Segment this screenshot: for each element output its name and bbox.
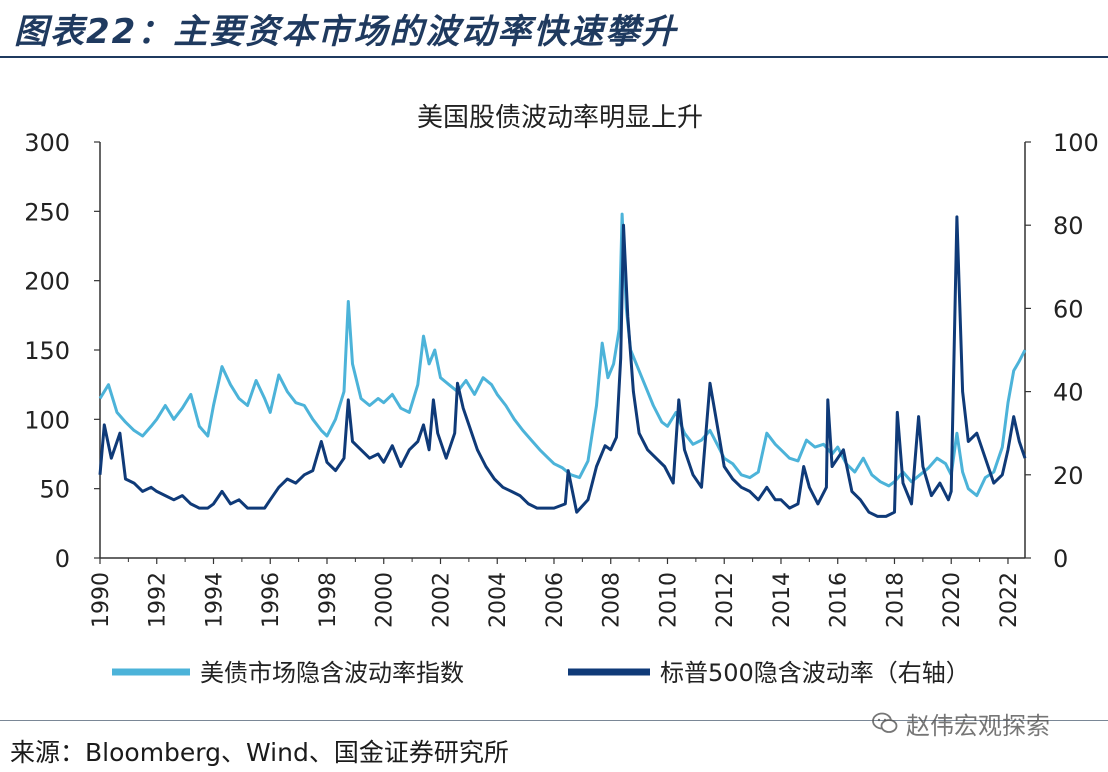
x-tick-label: 2018 <box>883 572 908 628</box>
series-treasury-vol-line <box>100 214 1025 496</box>
y-left-tick-label: 150 <box>24 337 70 365</box>
y-right-tick-label: 40 <box>1053 379 1084 407</box>
x-tick-label: 2006 <box>543 572 568 628</box>
series-line <box>100 217 1025 517</box>
x-tick-label: 2012 <box>713 572 738 628</box>
x-tick-label: 2014 <box>770 572 795 628</box>
x-tick-label: 1994 <box>202 572 227 628</box>
x-tick-label: 2004 <box>486 572 511 628</box>
y-left-tick-label: 100 <box>24 406 70 434</box>
legend-label-treasury: 美债市场隐含波动率指数 <box>200 659 464 687</box>
x-tick-label: 2002 <box>429 572 454 628</box>
source-note: 来源：Bloomberg、Wind、国金证券研究所 <box>10 733 509 769</box>
x-tick-label: 2022 <box>997 572 1022 628</box>
x-tick-label: 1990 <box>89 572 114 628</box>
x-tick-label: 2016 <box>827 572 852 628</box>
chart-title: 美国股债波动率明显上升 <box>417 103 703 133</box>
x-tick-label: 2020 <box>940 572 965 628</box>
figure-header: 图表22：主要资本市场的波动率快速攀升 <box>0 0 1108 56</box>
y-right-tick-label: 100 <box>1053 129 1099 157</box>
chart-axes: 0 50 100 150 200 250 300 0 20 40 60 80 100 1990 1992 19… <box>24 129 1099 628</box>
y-left-tick-label: 50 <box>39 476 70 504</box>
y-right-tick-label: 60 <box>1053 295 1084 323</box>
x-tick-label: 1998 <box>316 572 341 628</box>
wechat-icon <box>872 712 898 734</box>
y-left-tick-label: 200 <box>24 268 70 296</box>
y-left-tick-label: 300 <box>24 129 70 157</box>
y-left-tick-label: 0 <box>55 545 70 573</box>
y-right-tick-label: 0 <box>1053 545 1068 573</box>
x-tick-label: 2000 <box>373 572 398 628</box>
x-tick-label: 1996 <box>259 572 284 628</box>
x-tick-label: 1992 <box>146 572 171 628</box>
watermark: 赵伟宏观探索 <box>872 708 1050 738</box>
volatility-line-chart: 美国股债波动率明显上升 0 50 100 150 200 250 300 0 20 40 60 80 1… <box>0 58 1108 708</box>
x-tick-label: 2010 <box>656 572 681 628</box>
series-line <box>100 214 1025 496</box>
y-left-tick-label: 250 <box>24 198 70 226</box>
y-right-tick-label: 80 <box>1053 212 1084 240</box>
figure-title: 图表22：主要资本市场的波动率快速攀升 <box>14 4 677 53</box>
legend-label-sp500: 标普500隐含波动率（右轴） <box>660 659 970 687</box>
y-right-tick-label: 20 <box>1053 462 1084 490</box>
series-sp500-vol-line <box>100 217 1025 517</box>
watermark-text: 赵伟宏观探索 <box>906 706 1050 741</box>
x-tick-label: 2008 <box>600 572 625 628</box>
chart-legend: 美债市场隐含波动率指数 标普500隐含波动率（右轴） <box>112 659 970 687</box>
